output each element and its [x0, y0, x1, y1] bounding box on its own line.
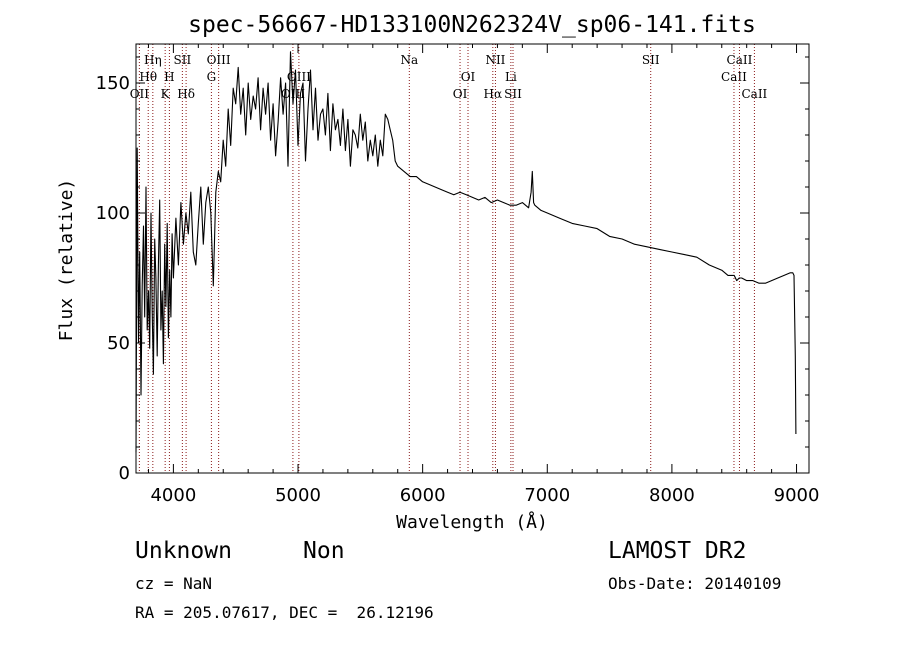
redshift-cz: cz = NaN — [135, 574, 213, 593]
ra-dec: RA = 205.07617, DEC = 26.12196 — [135, 603, 434, 622]
y-tick-label: 100 — [96, 203, 130, 224]
line-marker-label: CaII — [727, 53, 753, 67]
line-marker-label: OII — [130, 87, 150, 101]
plot-frame — [135, 43, 810, 474]
spectrum-line — [135, 51, 797, 453]
survey-name: LAMOST DR2 — [608, 538, 747, 564]
chart-title: spec-56667-HD133100N262324V_sp06-141.fit… — [188, 12, 756, 38]
spectrum-series — [135, 51, 797, 453]
x-tick-label: 7000 — [524, 485, 570, 506]
line-marker-label: H — [164, 70, 174, 84]
line-marker-label: Na — [400, 53, 418, 67]
line-marker-label: OIII — [207, 53, 231, 67]
x-axis-label: Wavelength (Å) — [396, 511, 548, 533]
line-marker-label: OI — [461, 70, 476, 84]
y-tick-label: 0 — [119, 463, 130, 484]
line-marker-label: Hθ — [139, 70, 157, 84]
x-tick-label: 9000 — [774, 485, 820, 506]
y-tick-label: 50 — [107, 333, 130, 354]
line-marker-label: NII — [485, 53, 505, 67]
object-subclass: Non — [303, 538, 345, 564]
y-axis-label: Flux (relative) — [56, 179, 77, 342]
line-marker-label: Hα — [484, 87, 503, 101]
observation-date: Obs-Date: 20140109 — [608, 574, 782, 593]
x-tick-label: 4000 — [150, 485, 196, 506]
line-marker-label: CaII — [741, 87, 767, 101]
line-marker-label: K — [161, 87, 171, 101]
line-marker-label: SII — [504, 87, 522, 101]
line-marker-label: SII — [642, 53, 660, 67]
y-axis: 0 50 100 150 — [96, 56, 809, 484]
y-tick-label: 150 — [96, 73, 130, 94]
object-class: Unknown — [135, 538, 232, 564]
line-marker-label: Li — [505, 70, 517, 84]
x-tick-label: 6000 — [400, 485, 446, 506]
line-marker-label: Hη — [144, 53, 162, 67]
x-axis: 4000 5000 6000 7000 8000 9000 — [147, 44, 820, 506]
line-marker-label: OI — [453, 87, 468, 101]
x-tick-label: 5000 — [275, 485, 321, 506]
line-marker-label: OIII — [287, 70, 311, 84]
line-marker-label: Hδ — [177, 87, 195, 101]
line-marker-label: G — [207, 70, 217, 84]
line-marker-label: CaII — [721, 70, 747, 84]
x-tick-label: 8000 — [649, 485, 695, 506]
line-marker-label: SII — [174, 53, 192, 67]
